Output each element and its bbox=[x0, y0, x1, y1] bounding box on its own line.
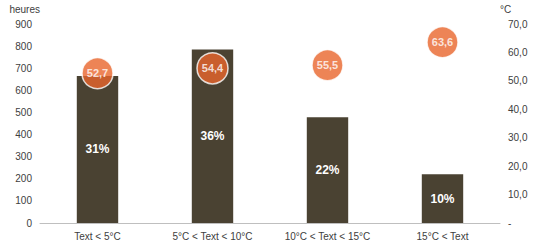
svg-text:500: 500 bbox=[15, 107, 32, 118]
svg-text:-: - bbox=[508, 218, 511, 229]
svg-text:400: 400 bbox=[15, 129, 32, 140]
svg-text:60,0: 60,0 bbox=[508, 47, 528, 58]
svg-text:50,0: 50,0 bbox=[508, 75, 528, 86]
svg-text:200: 200 bbox=[15, 173, 32, 184]
svg-text:52,7: 52,7 bbox=[87, 67, 108, 79]
svg-text:5°C < Text < 10°C: 5°C < Text < 10°C bbox=[172, 231, 252, 242]
svg-text:10%: 10% bbox=[430, 192, 454, 206]
svg-text:36%: 36% bbox=[200, 129, 224, 143]
svg-text:700: 700 bbox=[15, 63, 32, 74]
svg-text:300: 300 bbox=[15, 151, 32, 162]
svg-text:Text < 5°C: Text < 5°C bbox=[74, 231, 121, 242]
svg-text:63,6: 63,6 bbox=[432, 36, 453, 48]
svg-text:55,5: 55,5 bbox=[317, 59, 338, 71]
svg-text:900: 900 bbox=[15, 19, 32, 30]
svg-text:20,0: 20,0 bbox=[508, 161, 528, 172]
svg-text:54,4: 54,4 bbox=[202, 62, 224, 74]
svg-text:15°C < Text: 15°C < Text bbox=[417, 231, 469, 242]
svg-text:800: 800 bbox=[15, 41, 32, 52]
svg-text:°C: °C bbox=[500, 4, 511, 15]
svg-text:100: 100 bbox=[15, 195, 32, 206]
svg-text:30,0: 30,0 bbox=[508, 132, 528, 143]
svg-text:600: 600 bbox=[15, 85, 32, 96]
svg-text:10°C < Text < 15°C: 10°C < Text < 15°C bbox=[285, 231, 371, 242]
svg-text:0: 0 bbox=[26, 218, 32, 229]
svg-text:10,0: 10,0 bbox=[508, 189, 528, 200]
svg-text:70,0: 70,0 bbox=[508, 19, 528, 30]
svg-text:22%: 22% bbox=[315, 163, 339, 177]
svg-text:40,0: 40,0 bbox=[508, 104, 528, 115]
svg-text:heures: heures bbox=[9, 4, 40, 15]
svg-text:31%: 31% bbox=[85, 142, 109, 156]
